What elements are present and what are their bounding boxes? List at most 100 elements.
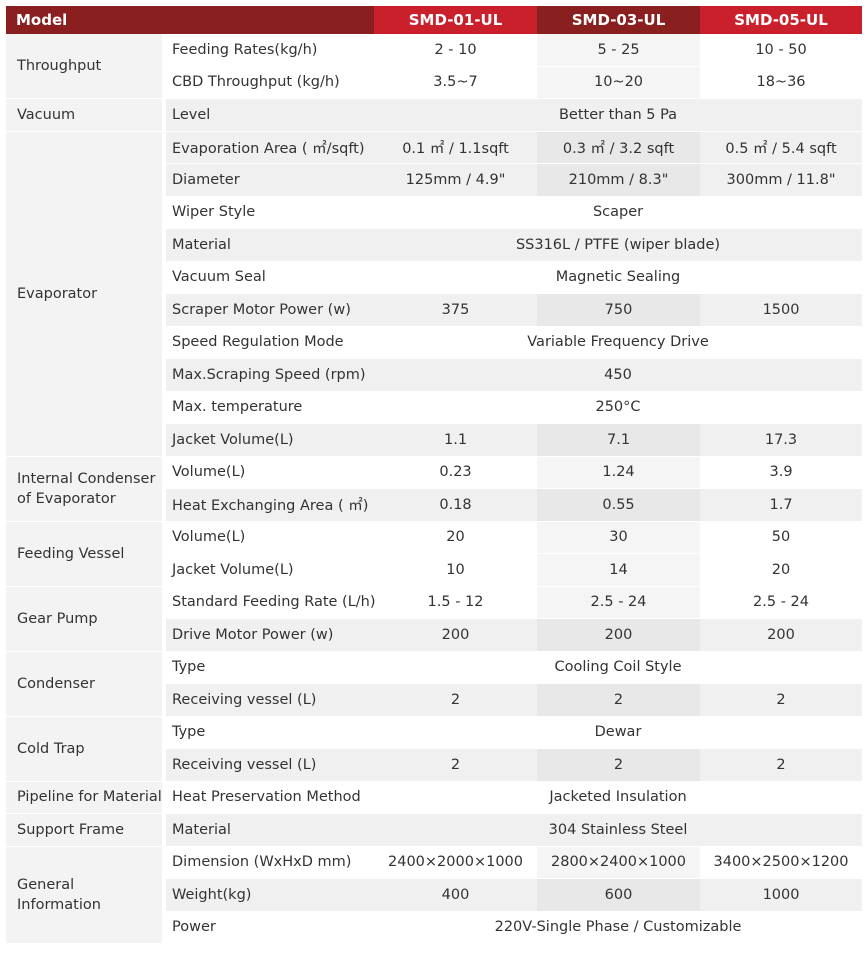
value-cell: 30 bbox=[537, 521, 701, 554]
value-cell: 2400×2000×1000 bbox=[374, 846, 538, 879]
value-cell: 3.5~7 bbox=[374, 66, 538, 99]
value-cell: 1500 bbox=[700, 293, 863, 327]
category-cell: Support Frame bbox=[6, 813, 166, 847]
param-cell: Wiper Style bbox=[164, 196, 375, 229]
table-row: Material SS316L / PTFE (wiper blade) bbox=[6, 228, 863, 262]
value-cell: 17.3 bbox=[700, 423, 863, 457]
value-cell: 200 bbox=[374, 618, 538, 652]
value-cell: 20 bbox=[700, 553, 863, 587]
value-cell-merged: 304 Stainless Steel bbox=[374, 813, 863, 847]
param-cell: Feeding Rates(kg/h) bbox=[164, 34, 375, 67]
param-cell: Evaporation Area ( ㎡/sqft) bbox=[164, 131, 375, 164]
table-row: Cold Trap Type Dewar bbox=[6, 716, 863, 782]
param-cell: Receiving vessel (L) bbox=[164, 748, 375, 782]
value-cell: 2800×2400×1000 bbox=[537, 846, 701, 879]
table-row: General Information Dimension (WxHxD mm)… bbox=[6, 846, 863, 944]
table-row: Max. temperature 250°C bbox=[6, 391, 863, 424]
table-row: Receiving vessel (L) 2 2 2 bbox=[6, 683, 863, 717]
param-cell: Heat Exchanging Area ( ㎡) bbox=[164, 488, 375, 522]
value-cell: 0.5 ㎡ / 5.4 sqft bbox=[700, 131, 863, 164]
value-cell: 10 - 50 bbox=[700, 34, 863, 67]
param-cell: Max.Scraping Speed (rpm) bbox=[164, 358, 375, 392]
value-cell: 20 bbox=[374, 521, 538, 554]
value-cell: 1.24 bbox=[537, 456, 701, 489]
value-cell: 1.1 bbox=[374, 423, 538, 457]
param-cell: Type bbox=[164, 716, 375, 749]
param-cell: Type bbox=[164, 651, 375, 684]
category-cell: Pipeline for Material bbox=[6, 781, 166, 814]
value-cell: 10 bbox=[374, 553, 538, 587]
table-row: Pipeline for Material Heat Preservation … bbox=[6, 781, 863, 814]
category-cell: Condenser bbox=[6, 651, 166, 717]
value-cell-merged: Magnetic Sealing bbox=[374, 261, 863, 294]
param-cell: Dimension (WxHxD mm) bbox=[164, 846, 375, 879]
model-header-smd-03: SMD-03-UL bbox=[537, 6, 701, 34]
category-cell: Gear Pump bbox=[6, 586, 166, 652]
param-cell: Material bbox=[164, 228, 375, 262]
table-row: Jacket Volume(L) 1.1 7.1 17.3 bbox=[6, 423, 863, 457]
param-cell: Power bbox=[164, 911, 375, 944]
value-cell: 400 bbox=[374, 878, 538, 912]
value-cell: 2 bbox=[700, 748, 863, 782]
value-cell: 1.7 bbox=[700, 488, 863, 522]
value-cell: 2 bbox=[700, 683, 863, 717]
param-cell: Material bbox=[164, 813, 375, 847]
value-cell-merged: 450 bbox=[374, 358, 863, 392]
spec-table: Model SMD-01-UL SMD-03-UL SMD-05-UL Thro… bbox=[6, 6, 863, 944]
category-cell: Feeding Vessel bbox=[6, 521, 166, 587]
value-cell: 3400×2500×1200 bbox=[700, 846, 863, 879]
table-row: Receiving vessel (L) 2 2 2 bbox=[6, 748, 863, 782]
value-cell-merged: Jacketed Insulation bbox=[374, 781, 863, 814]
value-cell-merged: Scaper bbox=[374, 196, 863, 229]
category-cell: Cold Trap bbox=[6, 716, 166, 782]
value-cell: 0.55 bbox=[537, 488, 701, 522]
param-cell: Level bbox=[164, 98, 375, 132]
table-row: Vacuum Level Better than 5 Pa bbox=[6, 98, 863, 132]
model-header: Model bbox=[6, 6, 375, 34]
param-cell: Speed Regulation Mode bbox=[164, 326, 375, 359]
value-cell: 2 bbox=[537, 748, 701, 782]
value-cell: 2 - 10 bbox=[374, 34, 538, 67]
param-cell: Volume(L) bbox=[164, 521, 375, 554]
param-cell: Weight(kg) bbox=[164, 878, 375, 912]
param-cell: Volume(L) bbox=[164, 456, 375, 489]
value-cell: 0.1 ㎡ / 1.1sqft bbox=[374, 131, 538, 164]
value-cell: 200 bbox=[537, 618, 701, 652]
category-cell: Internal Condenser of Evaporator bbox=[6, 456, 166, 522]
table-row: Feeding Vessel Volume(L) 20 30 50 bbox=[6, 521, 863, 587]
table-row: Speed Regulation Mode Variable Frequency… bbox=[6, 326, 863, 359]
category-cell: Vacuum bbox=[6, 98, 166, 132]
value-cell: 600 bbox=[537, 878, 701, 912]
value-cell: 5 - 25 bbox=[537, 34, 701, 67]
value-cell: 125mm / 4.9" bbox=[374, 163, 538, 197]
table-row: Evaporator Evaporation Area ( ㎡/sqft) 0.… bbox=[6, 131, 863, 457]
value-cell: 2 bbox=[374, 748, 538, 782]
value-cell: 7.1 bbox=[537, 423, 701, 457]
param-cell: Drive Motor Power (w) bbox=[164, 618, 375, 652]
table-row: CBD Throughput (kg/h) 3.5~7 10~20 18~36 bbox=[6, 66, 863, 99]
value-cell: 0.3 ㎡ / 3.2 sqft bbox=[537, 131, 701, 164]
value-cell-merged: Better than 5 Pa bbox=[374, 98, 863, 132]
value-cell-merged: 220V-Single Phase / Customizable bbox=[374, 911, 863, 944]
param-cell: Vacuum Seal bbox=[164, 261, 375, 294]
value-cell: 14 bbox=[537, 553, 701, 587]
param-cell: Scraper Motor Power (w) bbox=[164, 293, 375, 327]
table-row: Vacuum Seal Magnetic Sealing bbox=[6, 261, 863, 294]
param-cell: Standard Feeding Rate (L/h) bbox=[164, 586, 376, 619]
value-cell: 750 bbox=[537, 293, 701, 327]
value-cell: 2.5 - 24 bbox=[700, 586, 863, 619]
table-row: Throughput Feeding Rates(kg/h) 2 - 10 5 … bbox=[6, 34, 863, 99]
param-cell: Receiving vessel (L) bbox=[164, 683, 375, 717]
table-row: Max.Scraping Speed (rpm) 450 bbox=[6, 358, 863, 392]
value-cell-merged: Cooling Coil Style bbox=[374, 651, 863, 684]
table-header-row: Model SMD-01-UL SMD-03-UL SMD-05-UL bbox=[6, 6, 863, 34]
value-cell: 10~20 bbox=[537, 66, 701, 99]
param-cell: Jacket Volume(L) bbox=[164, 423, 375, 457]
model-header-smd-05: SMD-05-UL bbox=[700, 6, 863, 34]
value-cell: 1000 bbox=[700, 878, 863, 912]
value-cell: 2.5 - 24 bbox=[537, 586, 701, 619]
value-cell: 300mm / 11.8" bbox=[700, 163, 863, 197]
table-row: Diameter 125mm / 4.9" 210mm / 8.3" 300mm… bbox=[6, 163, 863, 197]
table-row: Gear Pump Standard Feeding Rate (L/h) 1.… bbox=[6, 586, 863, 652]
value-cell-merged: Dewar bbox=[374, 716, 863, 749]
